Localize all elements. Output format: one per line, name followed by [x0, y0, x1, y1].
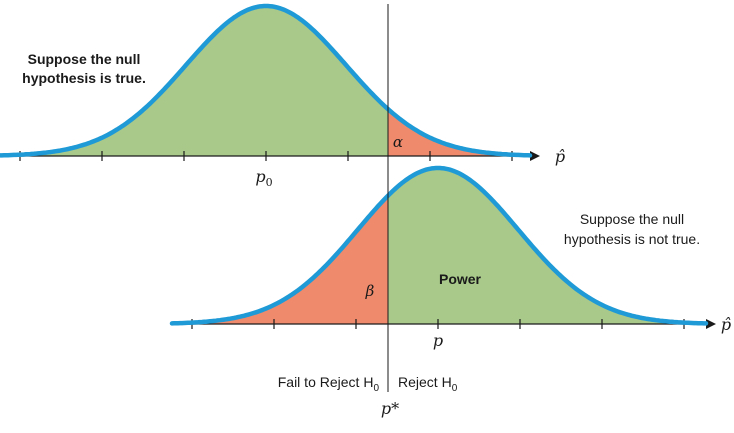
p0-label: p0 — [255, 167, 272, 189]
alpha-label: α — [393, 133, 403, 151]
top-sampling-curve — [0, 3, 533, 158]
p-label: p — [433, 331, 443, 350]
top-axis-label: p̂ — [555, 147, 565, 166]
top-note-line1: Suppose the null — [28, 51, 141, 67]
top-note-line2: hypothesis is true. — [22, 70, 146, 86]
top-axis-arrowhead — [530, 151, 540, 161]
reject-label: Reject H0 — [398, 374, 458, 394]
critical-value-label: p* — [381, 399, 399, 418]
bottom-axis-arrowhead — [706, 319, 716, 329]
beta-label: β — [365, 282, 375, 300]
top-fail-to-reject-region — [0, 6, 388, 156]
bottom-note-line2: hypothesis is not true. — [564, 231, 700, 247]
bottom-sampling-curve — [169, 165, 709, 326]
fail-to-reject-label: Fail to Reject H0 — [278, 374, 380, 394]
bottom-note-line1: Suppose the null — [580, 211, 684, 227]
bottom-beta-region — [172, 195, 388, 324]
bottom-power-region — [388, 168, 706, 324]
power-label: Power — [439, 271, 482, 287]
bottom-axis-label: p̂ — [721, 315, 731, 334]
top-alpha-region — [388, 109, 530, 156]
